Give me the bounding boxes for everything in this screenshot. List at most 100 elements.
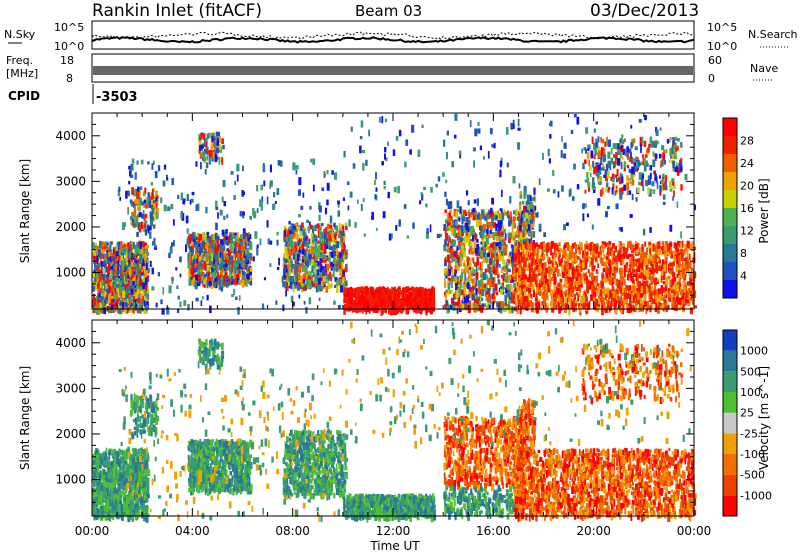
heatmap-cell <box>300 275 303 284</box>
heatmap-cell <box>322 234 325 239</box>
heatmap-cell <box>144 220 148 224</box>
heatmap-cell <box>315 235 318 242</box>
heatmap-cell <box>108 285 111 294</box>
heatmap-cell <box>214 259 218 263</box>
heatmap-cell <box>301 243 305 248</box>
heatmap-cell <box>111 252 114 257</box>
heatmap-cell <box>135 277 139 285</box>
heatmap-cell <box>205 149 208 155</box>
heatmap-cell <box>126 262 129 266</box>
heatmap-cell <box>113 288 116 292</box>
heatmap-cell <box>406 289 409 293</box>
heatmap-cell <box>296 236 299 241</box>
heatmap-cell <box>291 263 295 269</box>
heatmap-cell <box>96 283 100 289</box>
heatmap-cell <box>141 301 144 305</box>
heatmap-cell <box>132 268 135 272</box>
heatmap-cell <box>219 147 222 153</box>
heatmap-cell <box>191 259 193 268</box>
heatmap-cell <box>145 277 148 286</box>
heatmap-cell <box>140 245 144 254</box>
heatmap-cell <box>681 240 684 248</box>
heatmap-cell <box>445 219 448 224</box>
heatmap-cell <box>311 242 314 246</box>
heatmap-cell <box>131 187 135 195</box>
heatmap-cell <box>214 154 218 162</box>
heatmap-cell <box>241 267 244 274</box>
heatmap-cell <box>99 256 102 263</box>
heatmap-cell <box>241 245 244 251</box>
heatmap-cell <box>112 307 114 313</box>
heatmap-cell <box>247 267 250 271</box>
heatmap-cell <box>207 254 210 262</box>
heatmap-cell <box>120 243 123 250</box>
heatmap-cell <box>327 230 330 237</box>
heatmap-cell <box>466 281 470 290</box>
heatmap-cell <box>134 289 138 294</box>
heatmap-cell <box>156 207 159 216</box>
heatmap-cell <box>211 234 214 241</box>
heatmap-cell <box>305 269 308 274</box>
heatmap-cell <box>199 133 203 140</box>
heatmap-cell <box>320 283 324 290</box>
heatmap-cell <box>138 258 142 264</box>
heatmap-cell <box>330 273 333 280</box>
heatmap-cell <box>308 279 311 288</box>
heatmap-cell <box>309 247 313 255</box>
heatmap-cell <box>234 260 238 267</box>
heatmap-cell <box>335 232 338 236</box>
heatmap-cell <box>121 260 124 268</box>
noise-right-tick-bottom: 10^0 <box>707 40 737 53</box>
heatmap-cell <box>135 218 139 226</box>
heatmap-cell <box>309 224 313 230</box>
heatmap-cell <box>241 242 244 248</box>
heatmap-cell <box>468 212 471 220</box>
heatmap-cell <box>323 244 327 249</box>
heatmap-cell <box>136 242 140 250</box>
heatmap-cell <box>136 256 139 260</box>
heatmap-cell <box>109 270 112 278</box>
heatmap-cell <box>335 280 339 286</box>
heatmap-cell <box>402 301 406 306</box>
heatmap-cell <box>115 254 117 259</box>
heatmap-cell <box>337 234 341 239</box>
heatmap-cell <box>141 221 144 229</box>
heatmap-cell <box>214 281 218 285</box>
heatmap-cell <box>120 270 123 277</box>
heatmap-cell <box>394 288 397 293</box>
heatmap-cell <box>234 250 238 259</box>
heatmap-cell <box>188 238 192 243</box>
heatmap-cell <box>121 244 125 252</box>
heatmap-cell <box>349 305 352 312</box>
heatmap-cell <box>100 281 103 286</box>
heatmap-cell <box>146 250 149 257</box>
heatmap-cell <box>115 249 119 257</box>
heatmap-cell <box>97 262 101 269</box>
heatmap-cell <box>129 199 133 204</box>
heatmap-cell <box>238 243 241 250</box>
heatmap-cell <box>124 262 127 270</box>
heatmap-cell <box>459 303 462 309</box>
heatmap-cell <box>343 287 347 295</box>
heatmap-cell <box>142 209 145 216</box>
heatmap-cell <box>95 242 97 247</box>
heatmap-cell <box>283 253 286 260</box>
heatmap-cell <box>470 251 475 255</box>
heatmap-cell <box>451 256 454 262</box>
heatmap-cell <box>239 234 243 239</box>
heatmap-cell <box>239 250 243 259</box>
heatmap-cell <box>194 264 197 268</box>
heatmap-cell <box>323 248 327 254</box>
heatmap-cell <box>198 258 201 262</box>
heatmap-cell <box>96 245 100 250</box>
heatmap-cell <box>325 263 327 271</box>
heatmap-cell <box>138 274 142 282</box>
heatmap-cell <box>443 246 447 251</box>
heatmap-cell <box>110 304 114 309</box>
heatmap-cell <box>136 278 140 285</box>
heatmap-cell <box>196 254 200 260</box>
heatmap-cell <box>134 248 138 256</box>
heatmap-cell <box>218 135 222 144</box>
heatmap-cell <box>188 251 191 256</box>
heatmap-cell <box>98 289 102 298</box>
